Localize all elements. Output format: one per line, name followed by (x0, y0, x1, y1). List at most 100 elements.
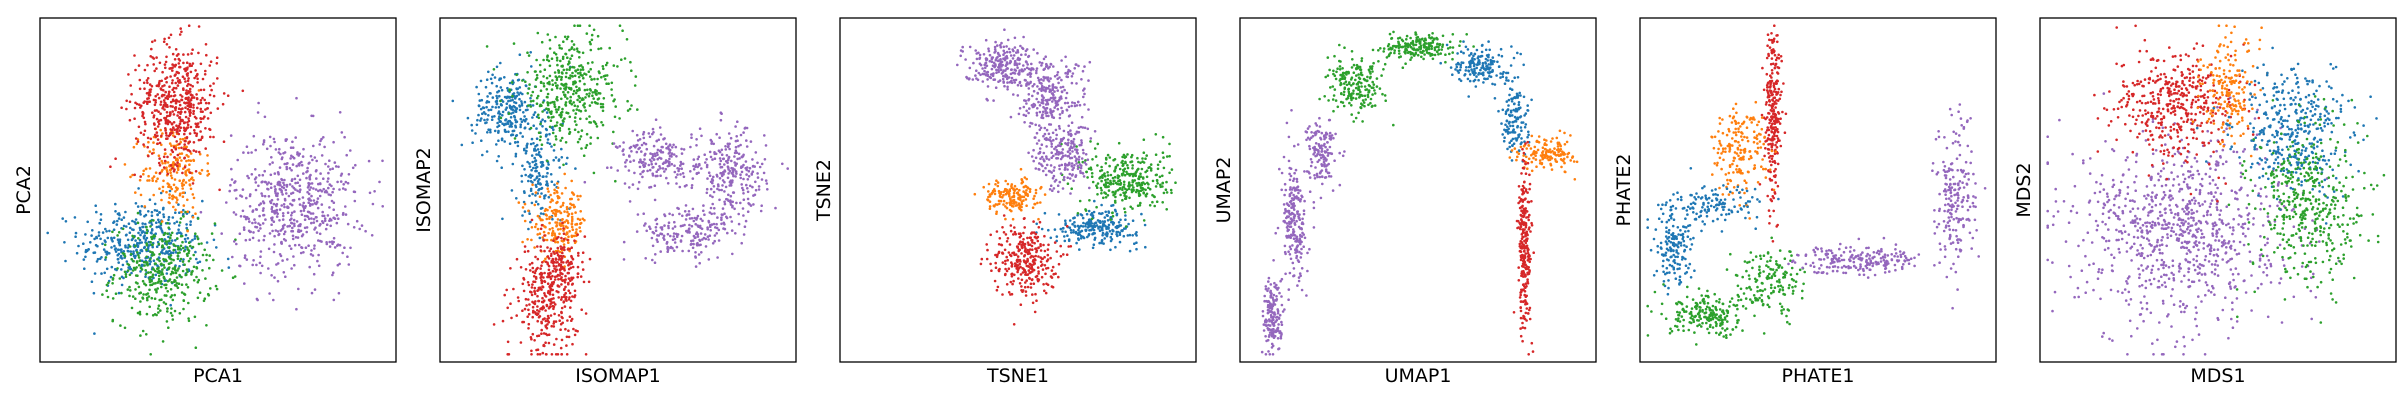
data-point-blue (1084, 228, 1087, 232)
data-point-purple (711, 202, 714, 206)
data-point-blue (535, 176, 538, 180)
data-point-red (201, 110, 204, 113)
data-point-red (584, 312, 588, 315)
data-point-green (176, 286, 180, 290)
data-point-red (141, 114, 144, 118)
data-point-green (564, 141, 568, 144)
data-point-red (146, 145, 149, 149)
data-point-green (169, 311, 173, 315)
data-point-orange (170, 144, 173, 147)
data-point-orange (542, 230, 546, 234)
data-point-red (501, 319, 505, 323)
data-point-blue (1079, 213, 1083, 216)
data-point-red (139, 175, 142, 178)
data-point-orange (146, 179, 149, 182)
data-point-purple (668, 144, 672, 147)
data-point-red (133, 106, 137, 110)
data-point-purple (733, 207, 736, 211)
data-point-red (553, 278, 557, 281)
data-point-red (552, 307, 555, 311)
data-point-orange (181, 191, 185, 195)
data-point-green (116, 267, 119, 270)
data-point-red (197, 25, 201, 28)
data-point-green (558, 75, 561, 78)
data-point-orange (1015, 187, 1019, 191)
data-point-orange (997, 189, 1001, 193)
data-point-red (570, 277, 573, 280)
data-point-orange (564, 225, 568, 228)
data-point-purple (653, 261, 657, 265)
data-point-green (548, 80, 551, 84)
data-point-green (557, 105, 561, 109)
data-point-orange (1005, 201, 1008, 205)
data-point-blue (159, 191, 163, 195)
data-point-purple (338, 188, 341, 191)
data-point-blue (512, 111, 515, 114)
data-point-orange (165, 166, 168, 169)
data-point-purple (651, 258, 654, 262)
data-point-purple (249, 193, 252, 196)
data-point-red (549, 283, 553, 286)
data-point-blue (1079, 224, 1083, 228)
data-point-red (136, 140, 140, 143)
data-point-red (173, 135, 177, 139)
data-point-red (536, 319, 539, 323)
data-point-purple (713, 212, 716, 215)
data-point-green (1102, 173, 1105, 177)
data-point-blue (173, 222, 176, 225)
data-point-green (564, 75, 568, 79)
data-point-red (568, 296, 571, 299)
data-point-blue (1072, 231, 1075, 234)
data-point-purple (257, 222, 260, 225)
data-point-red (560, 311, 563, 315)
data-point-red (1026, 236, 1029, 240)
data-point-red (194, 150, 198, 153)
data-point-green (535, 76, 539, 80)
data-point-purple (298, 197, 301, 201)
data-point-red (166, 137, 169, 140)
data-point-green (1104, 178, 1107, 182)
data-point-red (533, 311, 537, 314)
data-point-purple (283, 178, 286, 182)
data-point-purple (671, 146, 674, 149)
data-point-blue (105, 267, 109, 271)
data-point-purple (708, 211, 712, 214)
data-point-orange (178, 179, 181, 182)
data-point-blue (506, 86, 509, 90)
data-point-purple (280, 185, 284, 189)
data-point-orange (566, 231, 569, 235)
data-point-orange (1026, 186, 1029, 189)
data-point-red (166, 95, 169, 98)
data-point-purple (726, 142, 730, 146)
data-point-blue (497, 155, 501, 158)
points-tsne (956, 28, 1177, 326)
data-point-orange (578, 218, 582, 221)
data-point-blue (500, 88, 504, 92)
data-point-purple (332, 236, 336, 240)
data-point-purple (710, 142, 713, 145)
data-point-orange (1018, 193, 1021, 197)
data-point-blue (540, 187, 543, 190)
data-point-purple (290, 179, 294, 182)
data-point-blue (212, 238, 216, 242)
data-point-purple (728, 169, 732, 173)
data-point-green (556, 98, 559, 102)
data-point-purple (329, 224, 333, 228)
data-point-purple (258, 261, 262, 265)
data-point-blue (1064, 230, 1067, 234)
data-point-purple (243, 256, 247, 260)
data-point-blue (122, 224, 126, 228)
data-point-orange (527, 209, 530, 213)
data-point-purple (702, 209, 705, 213)
data-point-purple (668, 160, 671, 164)
data-point-purple (320, 137, 323, 141)
data-point-blue (1074, 230, 1078, 234)
data-point-red (155, 131, 159, 134)
data-point-red (206, 117, 210, 120)
data-point-purple (283, 162, 287, 166)
data-point-orange (575, 223, 579, 226)
data-point-purple (739, 166, 743, 169)
data-point-green (142, 260, 146, 264)
data-point-purple (637, 180, 641, 184)
data-point-green (1111, 190, 1114, 194)
